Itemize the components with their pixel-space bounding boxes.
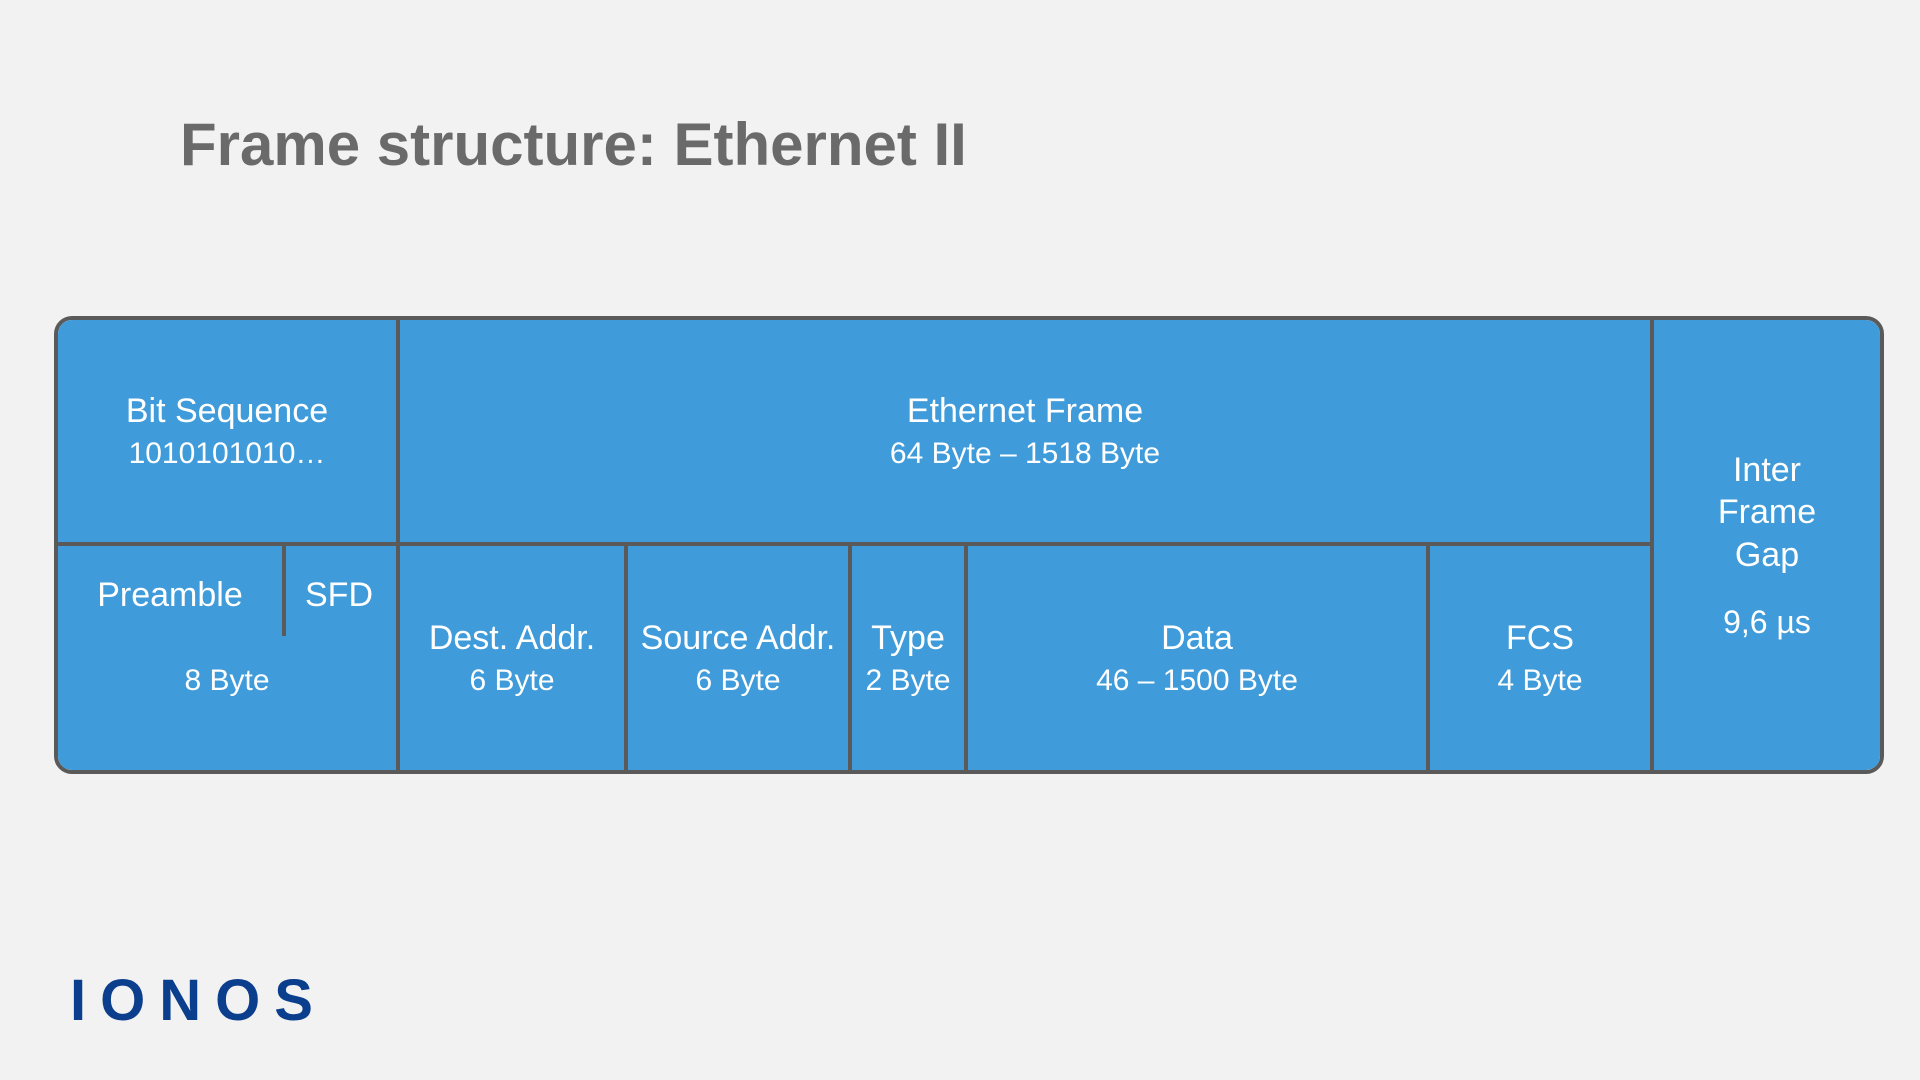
field-bytes: 6 Byte xyxy=(469,664,554,698)
cell-field: Data 46 – 1500 Byte xyxy=(964,546,1426,770)
cell-preamble-sfd: Preamble SFD 8 Byte xyxy=(58,546,396,770)
sfd-label: SFD xyxy=(282,576,396,615)
ethernet-frame-diagram: Bit Sequence 1010101010… Preamble SFD 8 … xyxy=(54,316,1884,774)
ionos-logo: IONOS xyxy=(70,967,327,1034)
cell-field: Type 2 Byte xyxy=(848,546,964,770)
cell-inter-frame-gap: Inter Frame Gap 9,6 µs xyxy=(1654,320,1880,770)
field-label: Data xyxy=(1161,619,1233,658)
cell-ethernet-frame: Ethernet Frame 64 Byte – 1518 Byte xyxy=(400,320,1650,546)
row-preamble: Preamble SFD 8 Byte xyxy=(58,546,396,770)
ifg-value: 9,6 µs xyxy=(1723,604,1811,641)
field-label: Dest. Addr. xyxy=(429,619,595,658)
row-frame-fields: Dest. Addr. 6 Byte Source Addr. 6 Byte Type 2… xyxy=(400,546,1650,770)
cell-bit-sequence: Bit Sequence 1010101010… xyxy=(58,320,396,546)
column-bit-sequence: Bit Sequence 1010101010… Preamble SFD 8 … xyxy=(58,320,396,770)
ifg-line1: Inter xyxy=(1718,449,1816,492)
ifg-line2: Frame xyxy=(1718,491,1816,534)
cell-field: Source Addr. 6 Byte xyxy=(624,546,848,770)
column-ethernet-frame: Ethernet Frame 64 Byte – 1518 Byte Dest.… xyxy=(396,320,1654,770)
field-bytes: 2 Byte xyxy=(865,664,950,698)
field-bytes: 46 – 1500 Byte xyxy=(1096,664,1298,698)
ethernet-frame-label: Ethernet Frame xyxy=(907,392,1143,431)
field-label: Type xyxy=(871,619,945,658)
bit-sequence-value: 1010101010… xyxy=(129,437,326,471)
field-bytes: 6 Byte xyxy=(695,664,780,698)
bit-sequence-label: Bit Sequence xyxy=(126,392,328,431)
page-title: Frame structure: Ethernet II xyxy=(180,110,967,179)
preamble-bytes: 8 Byte xyxy=(58,664,396,698)
field-bytes: 4 Byte xyxy=(1497,664,1582,698)
cell-field: Dest. Addr. 6 Byte xyxy=(400,546,624,770)
ifg-line3: Gap xyxy=(1718,534,1816,577)
ethernet-frame-bytes: 64 Byte – 1518 Byte xyxy=(890,437,1160,471)
field-label: Source Addr. xyxy=(641,619,836,658)
field-label: FCS xyxy=(1506,619,1574,658)
preamble-label: Preamble xyxy=(58,576,282,615)
cell-field: FCS 4 Byte xyxy=(1426,546,1650,770)
